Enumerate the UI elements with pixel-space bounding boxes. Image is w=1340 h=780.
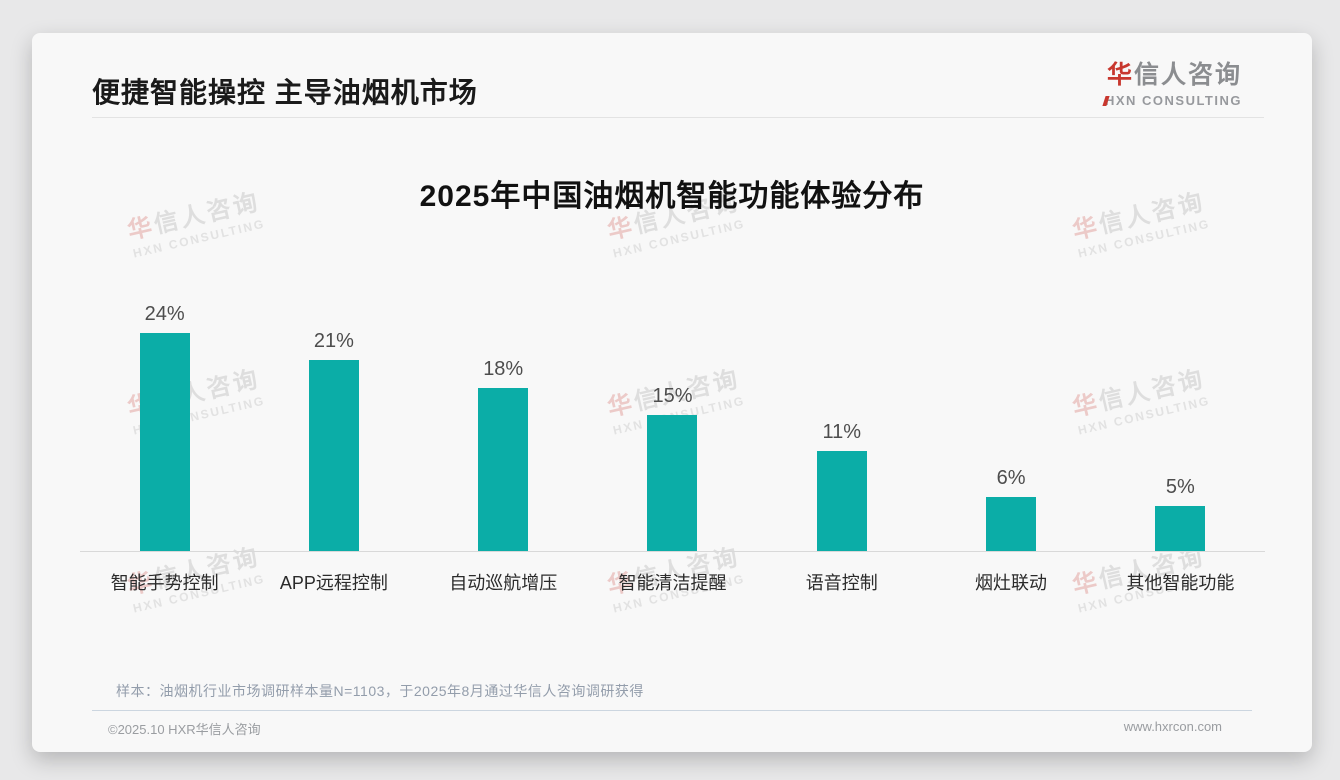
bar-column: 18% [419,288,588,551]
page-title: 便捷智能操控 主导油烟机市场 [92,77,478,108]
bar-category-label: 其他智能功能 [1126,573,1235,593]
bar-column: 11% [757,288,926,551]
bar-category-label: 语音控制 [805,573,878,593]
logo-en-text: HXN CONSULTING [1104,93,1242,108]
bar [816,451,867,551]
copyright-text: ©2025.10 HXR华信人咨询 [108,722,261,737]
footer-divider [92,710,1252,711]
bar-value-label: 24% [144,303,185,325]
logo-english-name: HXN CONSULTING [1102,93,1242,108]
bar [139,333,190,551]
bar-value-label: 18% [483,358,524,380]
bar-column: 21% [249,288,418,551]
bar [647,415,698,551]
header-divider [92,117,1264,118]
bar-column: 5% [1096,288,1265,551]
chart-bars: 24% 21% 18% 15% 11% 6% 5% [80,288,1265,551]
bar-category-label: 智能清洁提醒 [618,573,727,593]
report-card: 华信人咨询 HXN CONSULTING 华信人咨询 HXN CONSULTING 华信… [32,33,1312,752]
sample-footnote: 样本：油烟机行业市场调研样本量N=1103，于2025年8月通过华信人咨询调研获… [116,683,644,699]
website-text: www.hxrcon.com [1123,719,1222,734]
bar-value-label: 6% [996,467,1026,489]
bar-column: 15% [588,288,757,551]
brand-logo: 华信人咨询 HXN CONSULTING [1102,55,1242,108]
x-axis-line [80,551,1265,552]
logo-chinese-name: 华信人咨询 [1104,55,1242,91]
bar [478,388,529,551]
bar-value-label: 21% [313,330,354,352]
logo-cn-rest: 信人咨询 [1133,61,1242,89]
chart-title: 2025年中国油烟机智能功能体验分布 [419,180,925,213]
bar-column: 6% [926,288,1095,551]
bar [986,497,1037,551]
logo-cn-first-char: 华 [1106,61,1134,89]
bar-value-label: 15% [652,385,693,407]
bar-category-label: APP远程控制 [279,573,388,593]
bar-category-label: 智能手势控制 [110,573,219,593]
chart-category-labels: 智能手势控制 APP远程控制 自动巡航增压 智能清洁提醒 语音控制 烟灶联动 其他智能功能 [80,569,1265,595]
bar-value-label: 11% [822,421,862,443]
bar-value-label: 5% [1165,476,1195,498]
footer: ©2025.10 HXR华信人咨询 www.hxrcon.com [108,719,1222,738]
bar [308,360,359,551]
bar-category-label: 自动巡航增压 [449,573,558,593]
bar-category-label: 烟灶联动 [975,573,1048,593]
bar [1155,506,1206,551]
bar-column: 24% [80,288,249,551]
